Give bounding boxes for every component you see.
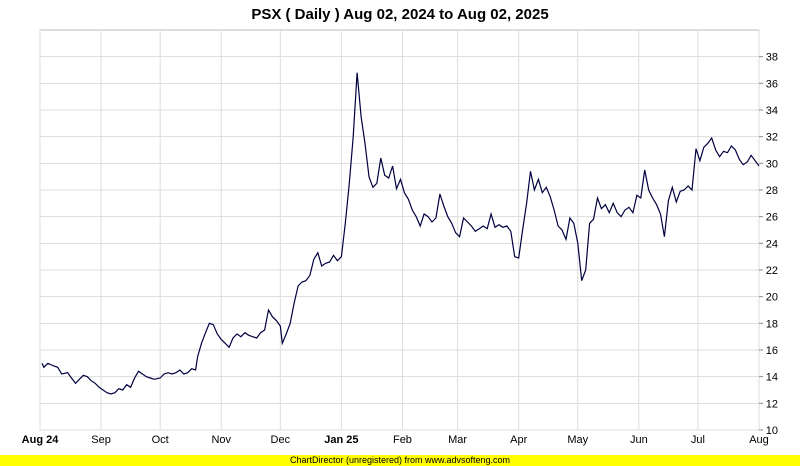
x-tick-label: Jan 25 <box>324 434 358 446</box>
price-series-line <box>41 72 760 395</box>
plot-area <box>39 29 760 431</box>
chart-title: PSX ( Daily ) Aug 02, 2024 to Aug 02, 20… <box>251 6 548 23</box>
footer-watermark: ChartDirector (unregistered) from www.ad… <box>0 455 800 466</box>
y-axis-tick-labels: 10 12 14 16 18 20 22 24 26 28 30 32 34 36 38 <box>766 52 778 437</box>
x-tick-label: Jun <box>630 434 648 446</box>
y-tick-label: 22 <box>766 265 778 277</box>
y-tick-label: 36 <box>766 78 778 90</box>
x-tick-label: Jul <box>691 434 705 446</box>
y-tick-label: 18 <box>766 318 778 330</box>
y-tick-label: 24 <box>766 238 778 250</box>
x-tick-label: Mar <box>448 434 467 446</box>
y-tick-label: 26 <box>766 212 778 224</box>
y-tick-label: 20 <box>766 292 778 304</box>
vertical-gridlines <box>39 30 760 430</box>
y-tick-label: 16 <box>766 345 778 357</box>
y-tick-label: 28 <box>766 185 778 197</box>
x-tick-label: Feb <box>393 434 412 446</box>
x-tick-label: Dec <box>271 434 291 446</box>
y-tick-label: 34 <box>766 105 778 117</box>
x-tick-label: Oct <box>152 434 169 446</box>
y-tick-label: 10 <box>766 425 778 437</box>
x-tick-label: Nov <box>211 434 231 446</box>
x-tick-label: Apr <box>510 434 527 446</box>
y-tick-label: 14 <box>766 372 778 384</box>
horizontal-gridlines <box>40 56 763 431</box>
y-tick-label: 38 <box>766 52 778 64</box>
y-tick-label: 30 <box>766 158 778 170</box>
price-chart: PSX ( Daily ) Aug 02, 2024 to Aug 02, 20… <box>22 6 778 446</box>
x-tick-label: May <box>567 434 588 446</box>
x-axis-tick-labels: Aug 24 Sep Oct Nov Dec Jan 25 Feb Mar Apr May Jun J… <box>22 434 769 446</box>
x-tick-label: Aug <box>749 434 769 446</box>
y-tick-label: 32 <box>766 132 778 144</box>
x-tick-label: Sep <box>91 434 111 446</box>
y-tick-label: 12 <box>766 398 778 410</box>
x-tick-label: Aug 24 <box>22 434 60 446</box>
